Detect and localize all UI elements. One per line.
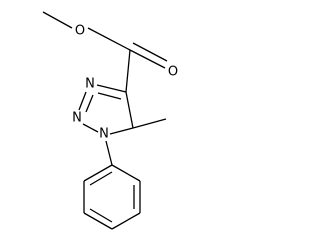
atom-label: N [72,111,82,126]
page: O O N N N (() => { const data = JSON.par… [42,11,179,230]
bond [78,91,87,111]
bond [129,49,166,69]
bond [42,11,73,29]
bond [109,127,134,135]
bond [85,94,94,113]
bond [89,171,113,186]
structure-diagram: O O N N N [42,11,178,230]
bond [96,84,127,93]
bonds [42,11,168,230]
bond [105,140,113,166]
bond [89,208,113,223]
atom-labels: O O N N N [72,24,178,142]
atom-label: O [168,65,178,80]
bond [111,164,141,182]
bond [132,118,167,129]
atom-label: N [85,77,95,92]
bond [125,49,131,93]
bond [132,42,168,62]
bond [83,164,113,182]
atom-label: O [75,24,85,39]
bond [111,212,141,230]
atom-label: N [99,127,109,142]
bond [97,92,122,100]
bond [87,27,131,51]
bond [82,123,99,133]
bond [83,212,113,230]
bond [125,91,134,129]
